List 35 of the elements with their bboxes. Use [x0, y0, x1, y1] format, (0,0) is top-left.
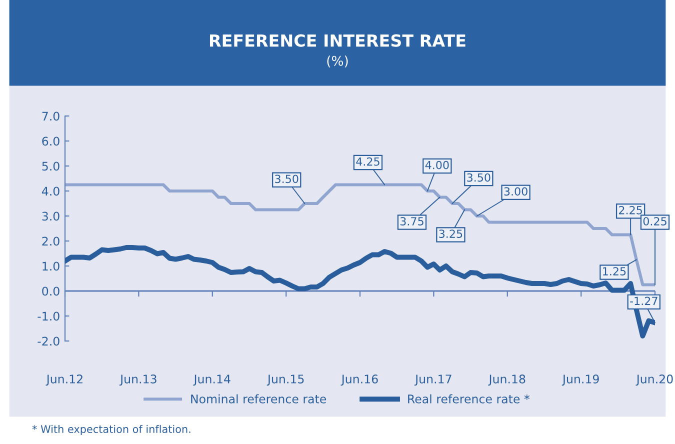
annotation: 4.00 [425, 160, 449, 170]
annotation: 3.50 [467, 173, 490, 182]
annotation: 3.50 [275, 174, 298, 184]
legend-label: Real reference rate * [408, 394, 530, 404]
x-tick-label: Jun.19 [562, 374, 599, 386]
x-tick-label: Jun.18 [488, 374, 526, 386]
annotation: 1.25 [603, 267, 626, 276]
annotation: -1.27 [630, 296, 658, 305]
annotation: 3.00 [504, 187, 528, 196]
annotation: 0.25 [643, 217, 666, 226]
legend-label: Nominal reference rate [191, 394, 326, 404]
y-tick-label: 5.0 [42, 162, 60, 171]
y-tick-label: 1.0 [42, 262, 60, 271]
y-tick-label: -2.0 [38, 336, 60, 346]
y-tick-label: 3.0 [42, 212, 60, 221]
x-tick-label: Jun.14 [193, 374, 230, 386]
annotation: 3.25 [439, 230, 462, 238]
chart-title: REFERENCE INTEREST RATE [210, 34, 466, 47]
text: * With expectation of inflation. [32, 424, 190, 436]
y-tick-label: 2.0 [42, 236, 60, 246]
x-tick-label: Jun.17 [414, 374, 452, 386]
y-tick-label: -1.0 [38, 312, 60, 321]
annotation: 2.25 [619, 206, 642, 214]
y-tick-label: 6.0 [42, 136, 60, 146]
x-tick-label: Jun.12 [46, 374, 82, 386]
chart-subtitle: (%) [327, 56, 348, 68]
annotation: 3.75 [400, 217, 424, 226]
y-tick-label: 4.0 [42, 186, 60, 196]
x-tick-label: Jun.20 [636, 374, 673, 386]
annotation: 4.25 [356, 157, 380, 166]
y-tick-label: 7.0 [42, 112, 60, 121]
y-tick-label: 0.0 [42, 286, 60, 296]
x-tick-label: Jun.13 [119, 374, 156, 386]
x-tick-label: Jun.15 [266, 374, 304, 386]
x-tick-label: Jun.16 [340, 374, 378, 386]
